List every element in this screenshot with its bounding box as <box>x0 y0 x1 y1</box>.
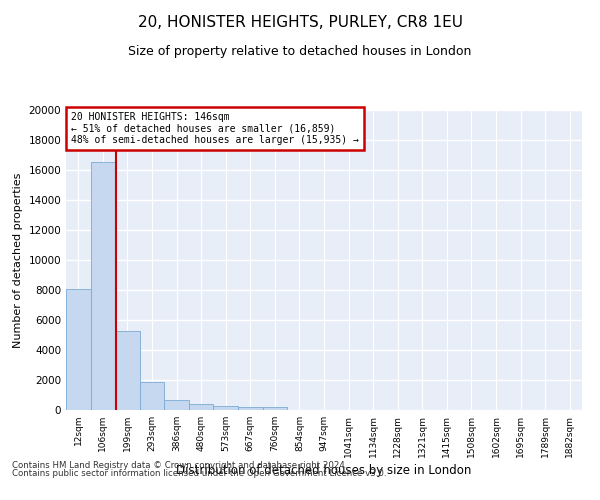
Bar <box>189 404 214 410</box>
Text: 20 HONISTER HEIGHTS: 146sqm
← 51% of detached houses are smaller (16,859)
48% of: 20 HONISTER HEIGHTS: 146sqm ← 51% of det… <box>71 112 359 144</box>
Bar <box>263 407 287 410</box>
X-axis label: Distribution of detached houses by size in London: Distribution of detached houses by size … <box>176 464 472 477</box>
Bar <box>91 162 115 410</box>
Bar <box>115 330 140 410</box>
Text: 20, HONISTER HEIGHTS, PURLEY, CR8 1EU: 20, HONISTER HEIGHTS, PURLEY, CR8 1EU <box>137 15 463 30</box>
Y-axis label: Number of detached properties: Number of detached properties <box>13 172 23 348</box>
Bar <box>140 382 164 410</box>
Text: Size of property relative to detached houses in London: Size of property relative to detached ho… <box>128 45 472 58</box>
Bar <box>214 406 238 410</box>
Bar <box>238 406 263 410</box>
Text: Contains HM Land Registry data © Crown copyright and database right 2024.: Contains HM Land Registry data © Crown c… <box>12 460 347 469</box>
Bar <box>164 400 189 410</box>
Bar <box>66 288 91 410</box>
Text: Contains public sector information licensed under the Open Government Licence v3: Contains public sector information licen… <box>12 469 386 478</box>
